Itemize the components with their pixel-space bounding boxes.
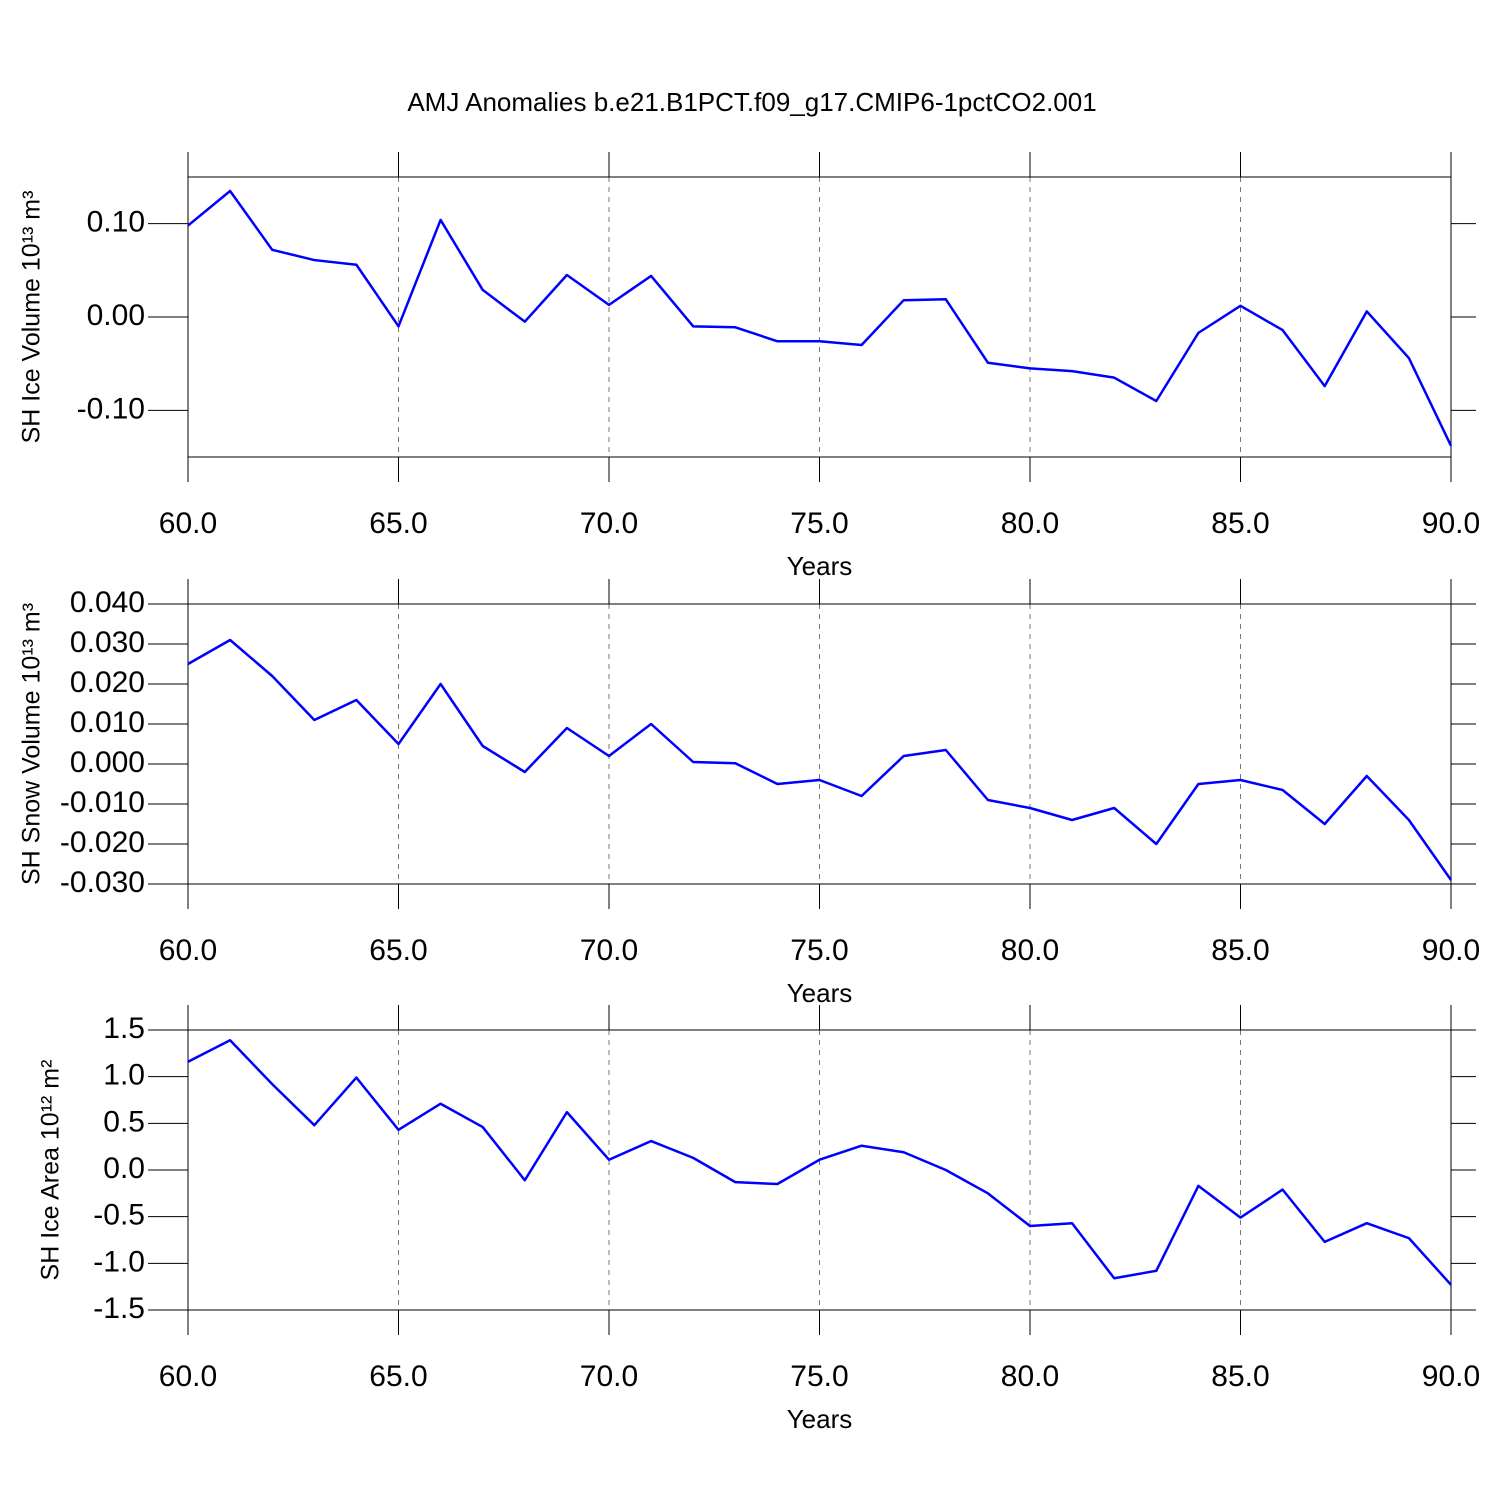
data-line — [187, 1039, 1452, 1286]
y-tick-label: -1.5 — [93, 1292, 145, 1325]
y-tick-label: -1.0 — [93, 1245, 145, 1278]
x-tick-label: 80.0 — [1001, 934, 1059, 967]
y-tick-label: -0.5 — [93, 1199, 145, 1232]
x-tick-label: 70.0 — [580, 507, 638, 540]
x-axis-label: Years — [787, 978, 853, 1008]
y-tick-label: 0.040 — [70, 586, 145, 619]
x-tick-label: 60.0 — [159, 507, 217, 540]
x-axis-label: Years — [787, 1404, 853, 1434]
x-tick-label: 80.0 — [1001, 507, 1059, 540]
y-axis-label: SH Ice Volume 10¹³ m³ — [18, 191, 46, 444]
y-tick-label: 0.5 — [103, 1105, 145, 1138]
y-tick-label: 0.10 — [87, 206, 145, 239]
plot-frame — [187, 1029, 1452, 1311]
x-tick-label: 85.0 — [1211, 1360, 1269, 1393]
x-tick-label: 70.0 — [580, 934, 638, 967]
y-tick-label: -0.030 — [60, 866, 145, 899]
x-tick-label: 65.0 — [369, 507, 427, 540]
x-tick-label: 60.0 — [159, 934, 217, 967]
plot-frame — [187, 603, 1452, 885]
y-tick-label: -0.020 — [60, 826, 145, 859]
x-tick-label: 85.0 — [1211, 507, 1269, 540]
x-tick-label: 75.0 — [790, 934, 848, 967]
x-tick-label: 75.0 — [790, 1360, 848, 1393]
y-tick-label: -0.010 — [60, 786, 145, 819]
y-tick-label: 0.0 — [103, 1152, 145, 1185]
x-tick-label: 60.0 — [159, 1360, 217, 1393]
x-tick-label: 85.0 — [1211, 934, 1269, 967]
y-tick-label: -0.10 — [77, 392, 145, 425]
x-tick-label: 65.0 — [369, 934, 427, 967]
data-line — [187, 189, 1453, 447]
y-axis-label: SH Snow Volume 10¹³ m³ — [18, 603, 46, 885]
plot-frame — [187, 176, 1452, 458]
y-tick-label: 0.020 — [70, 666, 145, 699]
x-tick-label: 90.0 — [1422, 507, 1480, 540]
y-tick-label: 1.5 — [103, 1012, 145, 1045]
data-line — [187, 638, 1453, 881]
y-tick-label: 1.0 — [103, 1059, 145, 1092]
x-axis-label: Years — [787, 551, 853, 581]
y-tick-label: 0.030 — [70, 626, 145, 659]
x-tick-label: 65.0 — [369, 1360, 427, 1393]
x-tick-label: 90.0 — [1422, 934, 1480, 967]
x-tick-label: 75.0 — [790, 507, 848, 540]
y-tick-label: 0.00 — [87, 299, 145, 332]
x-tick-label: 70.0 — [580, 1360, 638, 1393]
y-tick-label: 0.000 — [70, 746, 145, 779]
y-tick-label: 0.010 — [70, 706, 145, 739]
chart-title: AMJ Anomalies b.e21.B1PCT.f09_g17.CMIP6-… — [407, 87, 1096, 117]
x-tick-label: 80.0 — [1001, 1360, 1059, 1393]
x-tick-label: 90.0 — [1422, 1360, 1480, 1393]
y-axis-label: SH Ice Area 10¹² m² — [37, 1060, 65, 1281]
